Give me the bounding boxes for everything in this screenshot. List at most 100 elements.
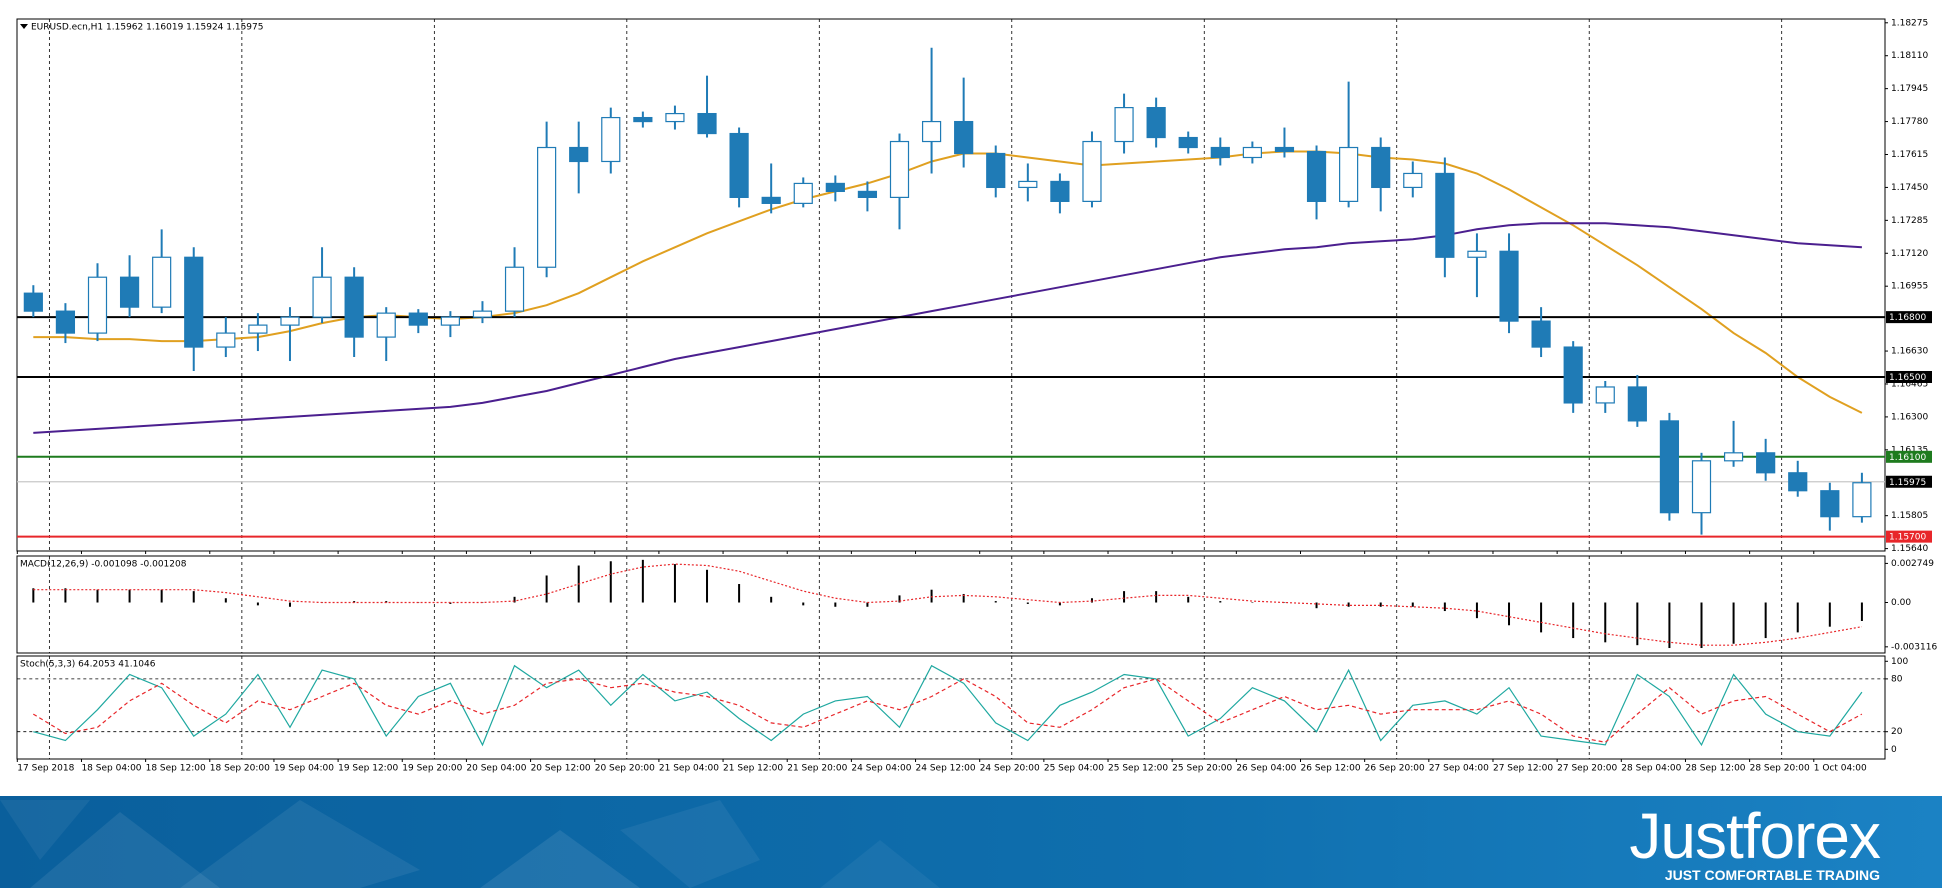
macd-bar xyxy=(64,588,67,603)
macd-bar xyxy=(1636,602,1639,646)
macd-bar xyxy=(160,589,163,603)
banner-background xyxy=(0,796,1942,888)
x-tick-label: 28 Sep 04:00 xyxy=(1621,764,1681,774)
price-level-box xyxy=(1886,530,1932,543)
macd-bar xyxy=(32,588,35,603)
macd-bar xyxy=(1572,602,1575,639)
candle-body xyxy=(1627,386,1647,422)
macd-bar xyxy=(1764,602,1767,639)
y-tick-label: 1.16630 xyxy=(1891,347,1928,357)
y-tick-label: 1.18110 xyxy=(1891,51,1928,61)
macd-bar xyxy=(770,596,773,603)
y-tick-label: 1.16465 xyxy=(1891,379,1928,389)
candle-body xyxy=(1531,320,1551,348)
macd-bar xyxy=(96,589,99,603)
candle-body xyxy=(1371,146,1391,189)
macd-bar xyxy=(545,575,548,603)
candle-body xyxy=(825,182,845,193)
macd-bar xyxy=(1604,602,1607,643)
x-tick-label: 21 Sep 12:00 xyxy=(723,764,783,774)
macd-bar xyxy=(1700,602,1703,649)
candle-body xyxy=(697,112,717,135)
macd-bar xyxy=(1251,602,1254,604)
y-tick-label: 1.16300 xyxy=(1891,412,1928,422)
y-tick-label: 1.17945 xyxy=(1891,84,1928,94)
x-tick-label: 27 Sep 20:00 xyxy=(1557,764,1617,774)
x-tick-label: 25 Sep 20:00 xyxy=(1172,764,1232,774)
banner-shape xyxy=(620,800,760,888)
x-tick-label: 28 Sep 12:00 xyxy=(1685,764,1745,774)
y-tick-label: 1.17285 xyxy=(1891,216,1928,226)
x-tick-label: 1 Oct 04:00 xyxy=(1814,764,1867,774)
candle-body xyxy=(472,310,493,318)
brand-logo: Justforex xyxy=(1629,800,1881,872)
price-level-box xyxy=(1886,475,1932,488)
macd-bar xyxy=(256,602,259,606)
brand-tagline: JUST COMFORTABLE TRADING xyxy=(1665,867,1880,883)
macd-bar xyxy=(1732,602,1735,644)
macd-bar xyxy=(1860,602,1863,621)
macd-bar xyxy=(513,596,516,603)
candle-body xyxy=(1691,460,1712,514)
macd-bar xyxy=(898,595,901,603)
candle-body xyxy=(1820,490,1840,518)
candle-body xyxy=(1018,180,1038,189)
x-tick-label: 18 Sep 20:00 xyxy=(210,764,270,774)
y-tick-label: 1.15640 xyxy=(1891,544,1928,554)
macd-bar xyxy=(1475,602,1478,619)
macd-bar xyxy=(128,589,131,603)
candle-body xyxy=(23,292,43,312)
signal-line xyxy=(33,563,1863,646)
y-tick-label: 1.17450 xyxy=(1891,183,1928,193)
x-tick-label: 26 Sep 12:00 xyxy=(1301,764,1361,774)
candle-body xyxy=(1756,452,1776,474)
macd-bar xyxy=(1219,601,1222,603)
candle-body xyxy=(1082,140,1102,202)
x-tick-label: 25 Sep 12:00 xyxy=(1108,764,1168,774)
y-tick-label: 100 xyxy=(1891,657,1908,667)
macd-bar xyxy=(224,598,227,603)
x-tick-label: 24 Sep 12:00 xyxy=(916,764,976,774)
x-tick-label: 24 Sep 20:00 xyxy=(980,764,1040,774)
x-tick-label: 27 Sep 12:00 xyxy=(1493,764,1553,774)
candle-body xyxy=(408,312,428,326)
macd-bar xyxy=(1379,602,1382,607)
y-tick-label: 1.18275 xyxy=(1891,18,1928,28)
macd-bar xyxy=(449,602,452,604)
indicator-line xyxy=(33,664,1863,747)
candle-body xyxy=(954,120,974,155)
macd-bar xyxy=(738,584,741,603)
macd-bar xyxy=(866,602,869,607)
banner-shape xyxy=(180,800,420,888)
x-tick-label: 26 Sep 04:00 xyxy=(1236,764,1296,774)
y-tick-label: 1.15805 xyxy=(1891,511,1928,521)
candle-body xyxy=(504,266,525,312)
x-tick-label: 19 Sep 04:00 xyxy=(274,764,334,774)
candle-body xyxy=(344,276,364,338)
candle-body xyxy=(87,276,108,334)
banner-shape xyxy=(820,840,940,888)
price-level-label: 1.15975 xyxy=(1889,478,1926,488)
candle-body xyxy=(1146,107,1166,139)
x-tick-label: 25 Sep 04:00 xyxy=(1044,764,1104,774)
macd-bar xyxy=(994,601,997,603)
candle-body xyxy=(1403,172,1423,189)
candle-body xyxy=(1050,180,1070,202)
candle-body xyxy=(1210,146,1230,159)
y-tick-label: 1.17120 xyxy=(1891,249,1928,259)
macd-bar xyxy=(1187,596,1190,603)
x-tick-label: 20 Sep 04:00 xyxy=(466,764,526,774)
x-tick-label: 21 Sep 04:00 xyxy=(659,764,719,774)
macd-bar xyxy=(192,591,195,603)
candle-body xyxy=(889,140,910,198)
macd-bar xyxy=(1123,591,1126,603)
macd-bar xyxy=(1090,598,1093,603)
macd-bar xyxy=(802,602,805,606)
macd-bar xyxy=(1315,602,1318,609)
macd-bar xyxy=(385,601,388,603)
candle-body xyxy=(376,312,396,338)
panel-title: Stoch(5,3,3) 64.2053 41.1046 xyxy=(20,660,156,670)
y-tick-label: 1.16955 xyxy=(1891,282,1928,292)
candle-body xyxy=(1339,146,1359,202)
